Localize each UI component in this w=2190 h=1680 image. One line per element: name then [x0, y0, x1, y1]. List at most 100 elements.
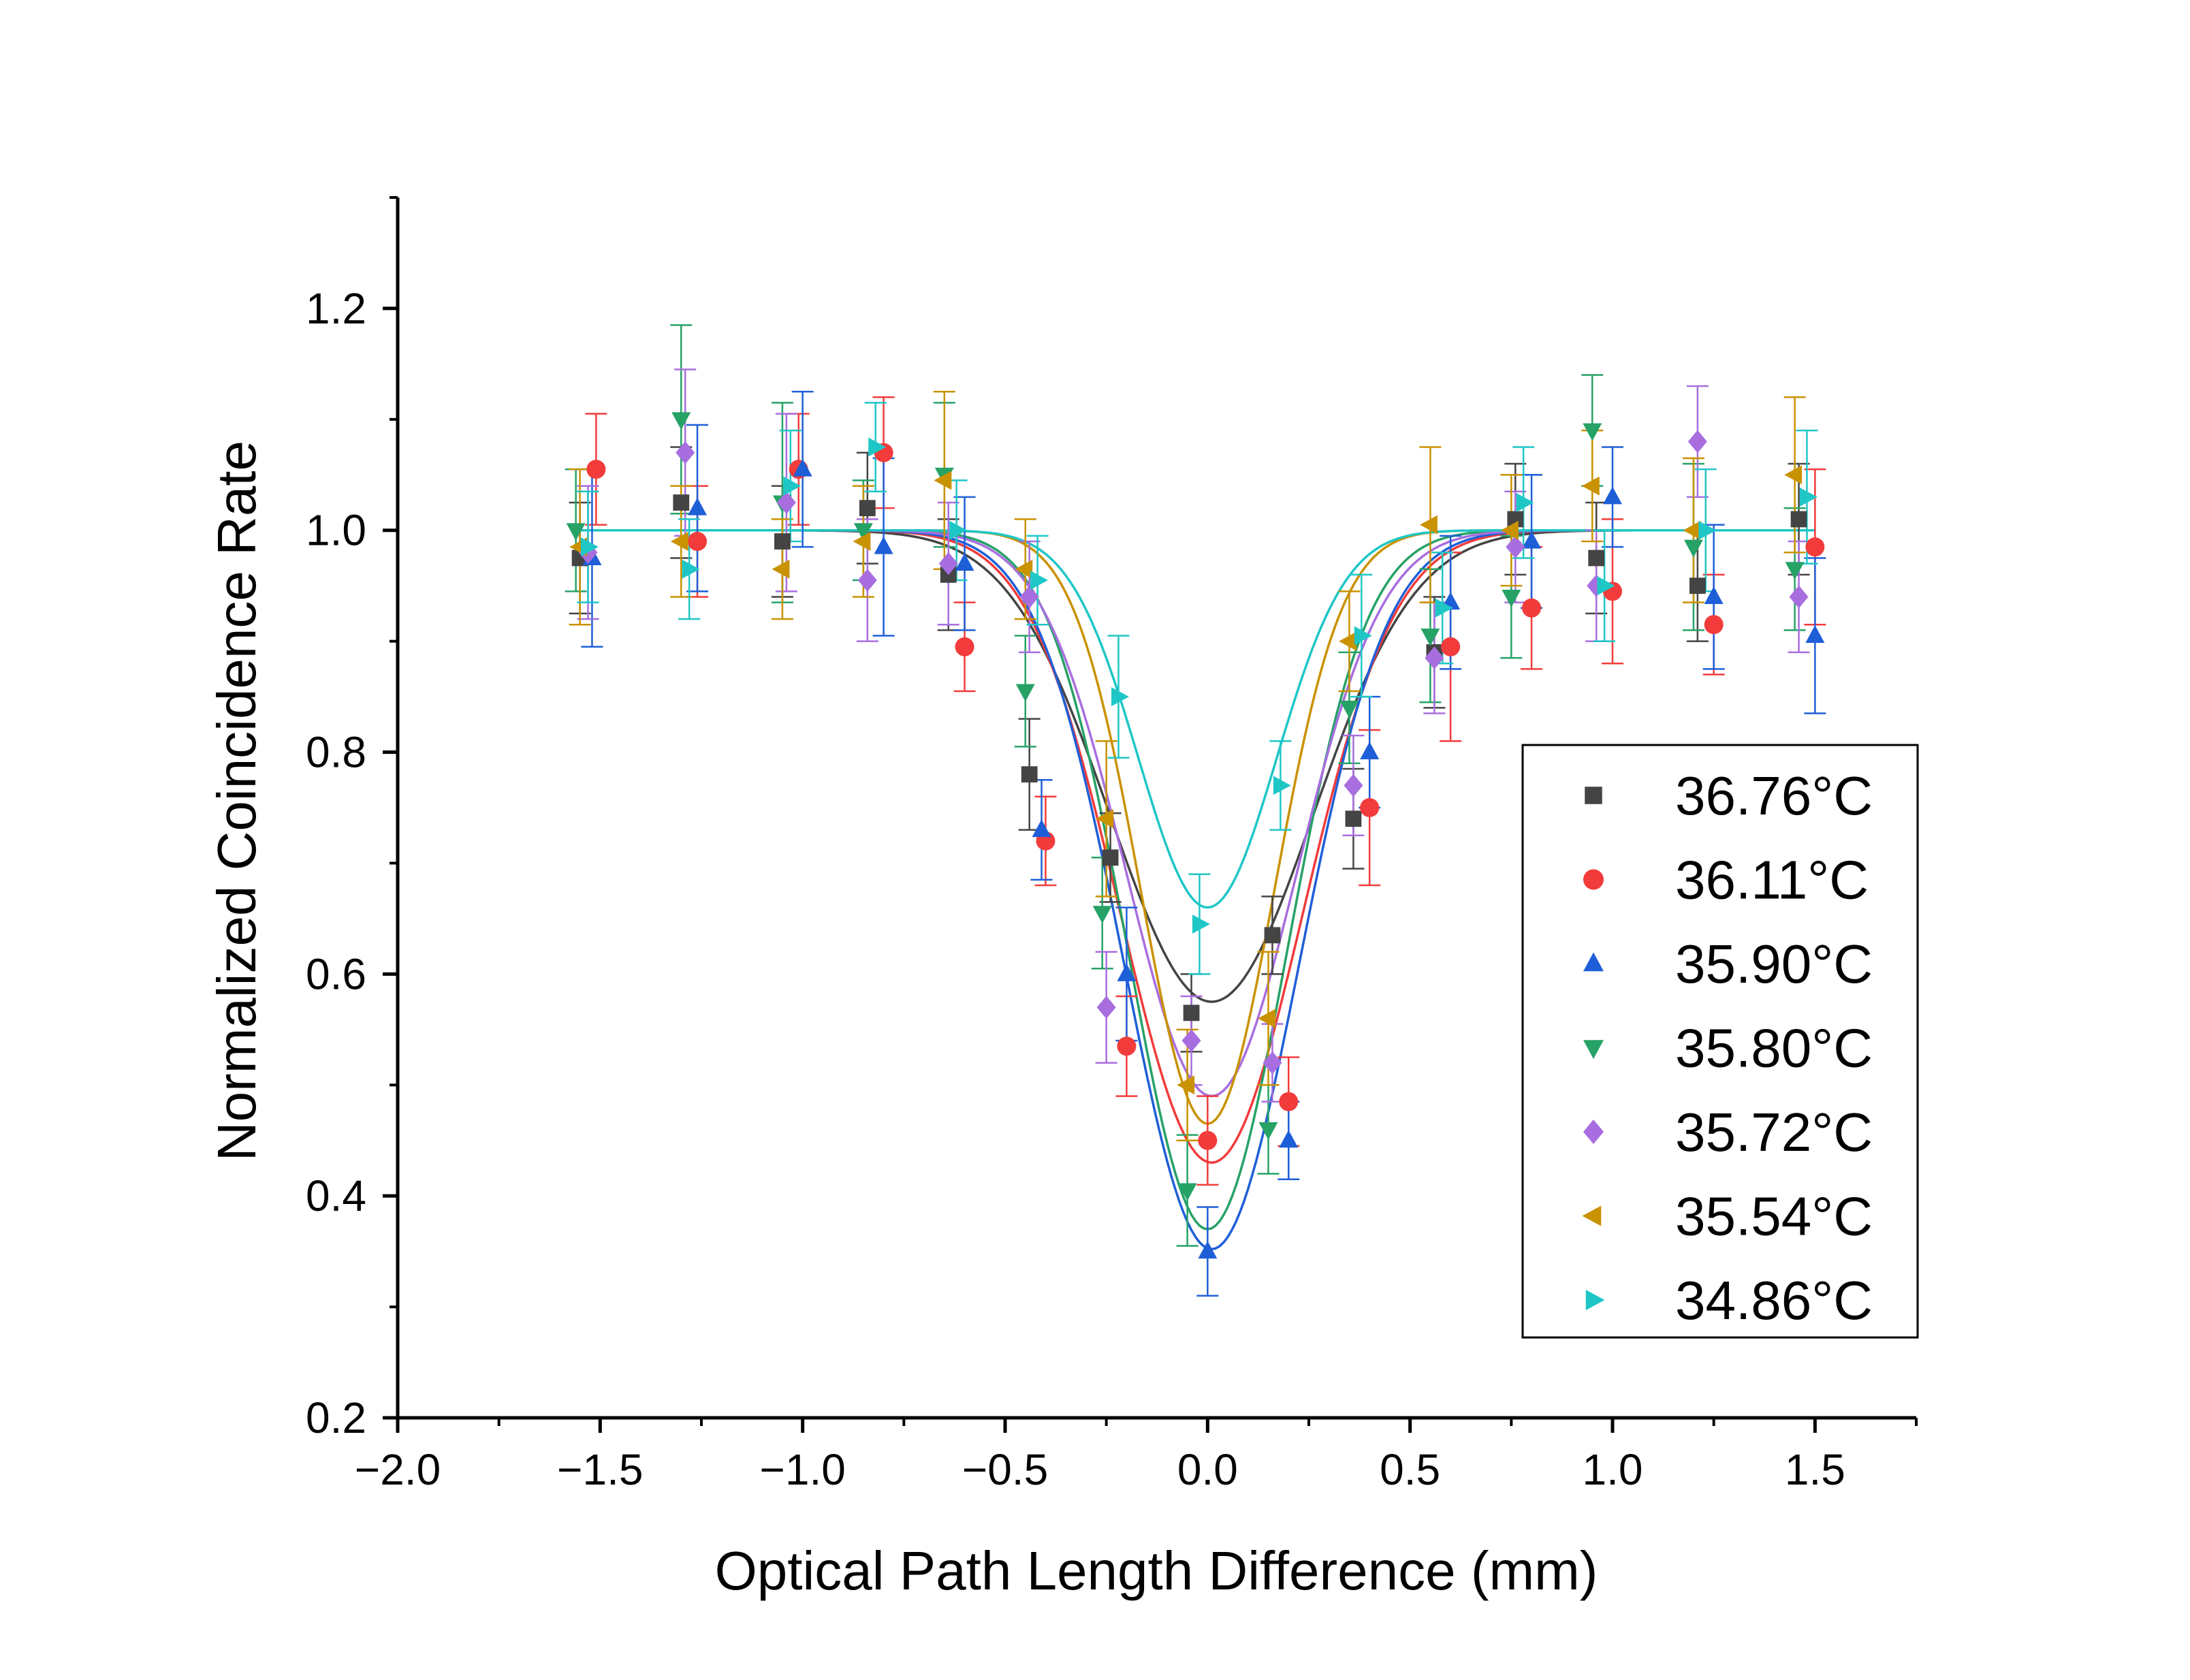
data-point	[949, 520, 968, 540]
x-axis-title: Optical Path Length Difference (mm)	[715, 1540, 1598, 1601]
data-point	[1597, 576, 1615, 596]
data-point	[1360, 798, 1380, 817]
data-point	[1117, 1036, 1137, 1056]
data-point	[1502, 589, 1521, 607]
data-point	[676, 441, 695, 464]
data-point	[1273, 776, 1291, 795]
data-point	[853, 532, 871, 552]
legend-marker	[1582, 1205, 1602, 1226]
x-tick-label: −1.0	[759, 1445, 845, 1494]
data-point	[1345, 810, 1362, 827]
x-tick-label: −1.5	[557, 1445, 643, 1494]
x-tick-label: −0.5	[962, 1445, 1048, 1494]
data-point	[1032, 819, 1051, 838]
data-point	[1435, 598, 1453, 618]
data-point	[1805, 537, 1825, 557]
axes: −2.0 −1.5 −1.0 −0.5 0.0 0.5 1.0 1.5 0.2 0.4 0.6 0.8…	[306, 196, 1918, 1494]
data-point	[1506, 535, 1525, 558]
data-point	[1522, 598, 1542, 618]
data-point	[1096, 996, 1116, 1019]
data-point	[671, 412, 691, 430]
x-tick-label: −2.0	[355, 1445, 441, 1494]
data-point	[1258, 1009, 1276, 1028]
data-point	[1263, 1051, 1282, 1075]
data-point	[1522, 530, 1542, 549]
data-point	[1279, 1092, 1299, 1111]
data-point	[1789, 585, 1809, 609]
data-point	[1339, 700, 1359, 718]
data-point	[1177, 1183, 1197, 1201]
data-point	[1421, 628, 1440, 646]
data-point	[1507, 511, 1524, 528]
data-point	[1784, 465, 1803, 485]
data-point	[1683, 539, 1703, 558]
data-point	[688, 532, 708, 552]
data-point	[1111, 687, 1129, 707]
legend-marker	[1583, 1120, 1604, 1144]
data-point	[566, 523, 586, 541]
data-point	[1603, 486, 1622, 505]
legend-marker	[1583, 869, 1604, 890]
data-point	[1420, 515, 1438, 535]
data-point	[1425, 646, 1444, 669]
data-point	[955, 637, 974, 656]
data-point	[1117, 963, 1137, 981]
y-axis-title: Normalized Coincidence Rate	[206, 441, 267, 1161]
x-tick-label: 0.5	[1380, 1445, 1440, 1494]
data-point	[1096, 809, 1114, 829]
legend-label: 35.90°C	[1675, 934, 1873, 994]
data-point	[772, 559, 790, 579]
legend-label: 35.80°C	[1675, 1018, 1873, 1079]
data-points	[566, 412, 1825, 1259]
data-point	[1192, 915, 1210, 934]
data-point	[1344, 774, 1363, 797]
data-point	[774, 533, 791, 550]
y-tick-label: 1.0	[306, 506, 366, 555]
data-point	[673, 494, 690, 511]
data-point	[853, 523, 873, 541]
data-point	[688, 497, 708, 516]
data-point	[1689, 577, 1706, 595]
legend-label: 36.11°C	[1675, 850, 1869, 910]
legend-marker	[1585, 1290, 1605, 1310]
data-point	[1581, 476, 1600, 496]
data-point	[857, 569, 877, 592]
x-tick-label: 1.0	[1583, 1445, 1643, 1494]
legend-label: 35.72°C	[1675, 1102, 1873, 1162]
data-point	[1181, 1029, 1201, 1052]
data-point	[874, 536, 893, 554]
data-point	[1588, 550, 1605, 567]
data-point	[868, 437, 887, 457]
data-point	[1258, 1122, 1278, 1140]
data-point	[955, 553, 974, 571]
legend-label: 35.54°C	[1675, 1186, 1873, 1247]
data-point	[1583, 423, 1602, 441]
data-point	[580, 537, 599, 557]
data-point	[1092, 906, 1112, 924]
data-point	[670, 532, 688, 552]
data-point	[1785, 562, 1805, 580]
data-point	[934, 471, 952, 490]
data-point	[1698, 520, 1717, 540]
data-point	[1198, 1241, 1218, 1259]
data-point	[859, 500, 876, 517]
data-point	[1030, 571, 1048, 590]
data-point	[1360, 742, 1380, 760]
data-point	[1102, 849, 1119, 866]
data-point	[1279, 1130, 1299, 1148]
legend-marker	[1583, 1040, 1604, 1059]
data-point	[1805, 625, 1825, 643]
data-point	[1354, 626, 1372, 646]
data-point	[586, 460, 606, 479]
y-tick-label: 0.6	[306, 949, 366, 998]
data-point	[938, 552, 958, 575]
data-point	[1019, 585, 1039, 609]
y-tick-label: 0.4	[306, 1171, 366, 1220]
data-point	[776, 491, 796, 514]
data-point	[1183, 1004, 1200, 1021]
data-point	[1339, 631, 1356, 651]
x-tick-label: 1.5	[1785, 1445, 1845, 1494]
data-point	[1799, 487, 1818, 507]
